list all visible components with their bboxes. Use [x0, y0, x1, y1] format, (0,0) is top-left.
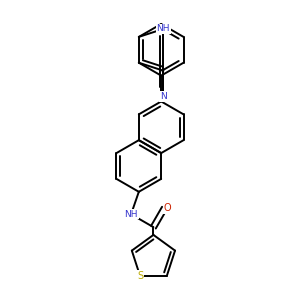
Text: N: N: [160, 92, 167, 101]
Text: S: S: [137, 271, 143, 281]
Text: NH: NH: [124, 210, 138, 219]
Text: O: O: [164, 203, 171, 213]
Text: NH: NH: [157, 24, 170, 33]
